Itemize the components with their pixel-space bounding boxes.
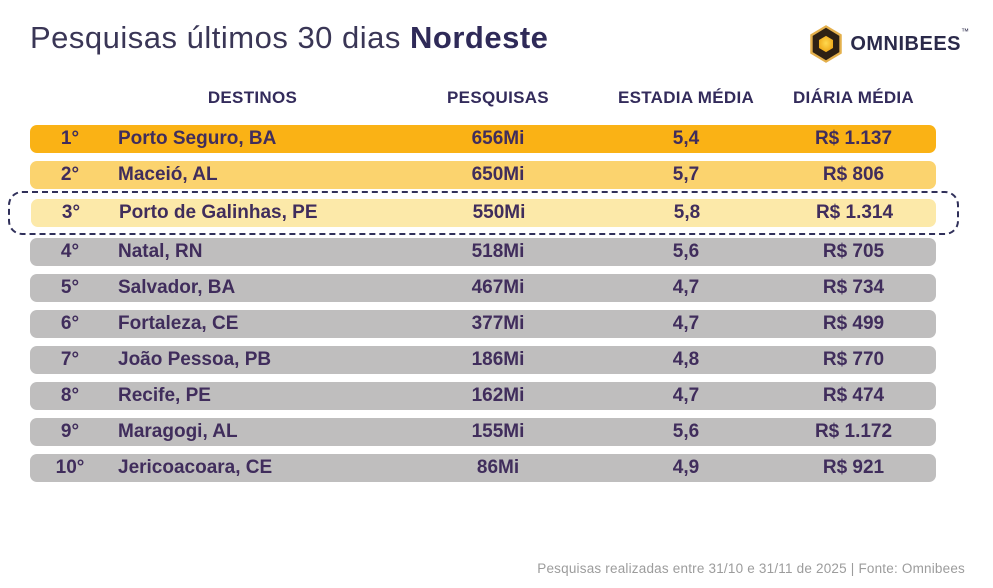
table-row: 7° João Pessoa, PB 186Mi 4,8 R$ 770 [30, 346, 936, 374]
rank-cell: 9° [60, 421, 80, 442]
table-row: 8° Recife, PE 162Mi 4,7 R$ 474 [30, 382, 936, 410]
destination-cell: Jericoacoara, CE [118, 457, 273, 478]
omnibees-logo: OMNIBEES™ [808, 20, 969, 64]
highlight-dashed-outline: 3° Porto de Galinhas, PE 550Mi 5,8 R$ 1.… [8, 191, 959, 235]
rank-cell: 3° [61, 202, 81, 223]
table-row: 3° Porto de Galinhas, PE 550Mi 5,8 R$ 1.… [31, 199, 936, 227]
column-header-estadia-media: ESTADIA MÉDIA [617, 88, 755, 107]
header: Pesquisas últimos 30 dias Nordeste OMNIB… [0, 0, 993, 64]
destination-cell: João Pessoa, PB [118, 349, 272, 370]
avg-rate-cell: R$ 770 [822, 349, 885, 370]
rank-cell: 7° [60, 349, 80, 370]
searches-cell: 650Mi [471, 164, 525, 185]
avg-stay-cell: 4,7 [672, 385, 700, 406]
table-row: 1° Porto Seguro, BA 656Mi 5,4 R$ 1.137 [30, 125, 936, 153]
rank-cell: 4° [60, 241, 80, 262]
avg-stay-cell: 5,8 [673, 202, 701, 223]
destination-cell: Maceió, AL [118, 164, 218, 185]
destination-cell: Recife, PE [118, 385, 211, 406]
table-header-row: DESTINOS PESQUISAS ESTADIA MÉDIA DIÁRIA … [30, 88, 936, 108]
avg-stay-cell: 4,9 [672, 457, 700, 478]
table-row: 5° Salvador, BA 467Mi 4,7 R$ 734 [30, 274, 936, 302]
destination-cell: Fortaleza, CE [118, 313, 239, 334]
destination-cell: Maragogi, AL [118, 421, 238, 442]
logo-trademark: ™ [961, 26, 969, 36]
avg-rate-cell: R$ 499 [822, 313, 885, 334]
page-title: Pesquisas últimos 30 dias Nordeste [30, 20, 548, 56]
searches-cell: 86Mi [476, 457, 520, 478]
searches-cell: 155Mi [471, 421, 525, 442]
destination-cell: Porto Seguro, BA [118, 128, 277, 149]
destination-cell: Natal, RN [118, 241, 203, 262]
avg-rate-cell: R$ 1.314 [815, 202, 894, 223]
avg-rate-cell: R$ 806 [822, 164, 885, 185]
destination-cell: Salvador, BA [118, 277, 236, 298]
page-title-regular: Pesquisas últimos 30 dias [30, 20, 411, 55]
rank-cell: 10° [55, 457, 85, 478]
searches-cell: 656Mi [471, 128, 525, 149]
avg-stay-cell: 4,7 [672, 313, 700, 334]
logo-wordmark: OMNIBEES™ [850, 27, 969, 56]
searches-cell: 550Mi [472, 202, 526, 223]
footer-note: Pesquisas realizadas entre 31/10 e 31/11… [537, 561, 965, 576]
rank-cell: 2° [60, 164, 80, 185]
avg-rate-cell: R$ 734 [822, 277, 885, 298]
column-header-pesquisas: PESQUISAS [447, 88, 549, 107]
searches-cell: 162Mi [471, 385, 525, 406]
avg-stay-cell: 5,4 [672, 128, 700, 149]
avg-stay-cell: 5,6 [672, 241, 700, 262]
searches-cell: 377Mi [471, 313, 525, 334]
table-row: 10° Jericoacoara, CE 86Mi 4,9 R$ 921 [30, 454, 936, 482]
searches-cell: 186Mi [471, 349, 525, 370]
table-row: 9° Maragogi, AL 155Mi 5,6 R$ 1.172 [30, 418, 936, 446]
avg-stay-cell: 4,7 [672, 277, 700, 298]
hexagon-bee-logo-icon [810, 25, 843, 63]
avg-rate-cell: R$ 474 [822, 385, 885, 406]
avg-rate-cell: R$ 1.172 [814, 421, 893, 442]
rank-cell: 1° [60, 128, 80, 149]
table-row: 4° Natal, RN 518Mi 5,6 R$ 705 [30, 238, 936, 266]
rank-cell: 6° [60, 313, 80, 334]
avg-rate-cell: R$ 921 [822, 457, 885, 478]
logo-text: OMNIBEES [850, 32, 961, 55]
table-body: 1° Porto Seguro, BA 656Mi 5,4 R$ 1.137 2… [8, 125, 959, 482]
avg-stay-cell: 4,8 [672, 349, 700, 370]
searches-cell: 518Mi [471, 241, 525, 262]
ranking-table: DESTINOS PESQUISAS ESTADIA MÉDIA DIÁRIA … [8, 88, 959, 490]
table-row: 2° Maceió, AL 650Mi 5,7 R$ 806 [30, 161, 936, 189]
table-row: 6° Fortaleza, CE 377Mi 4,7 R$ 499 [30, 310, 936, 338]
searches-cell: 467Mi [471, 277, 525, 298]
rank-cell: 5° [60, 277, 80, 298]
rank-cell: 8° [60, 385, 80, 406]
destination-cell: Porto de Galinhas, PE [119, 202, 318, 223]
avg-stay-cell: 5,7 [672, 164, 700, 185]
avg-rate-cell: R$ 705 [822, 241, 885, 262]
avg-rate-cell: R$ 1.137 [814, 128, 893, 149]
page-title-region: Nordeste [410, 20, 549, 55]
column-header-diaria-media: DIÁRIA MÉDIA [792, 88, 915, 107]
avg-stay-cell: 5,6 [672, 421, 700, 442]
column-header-destinos: DESTINOS [207, 88, 298, 107]
